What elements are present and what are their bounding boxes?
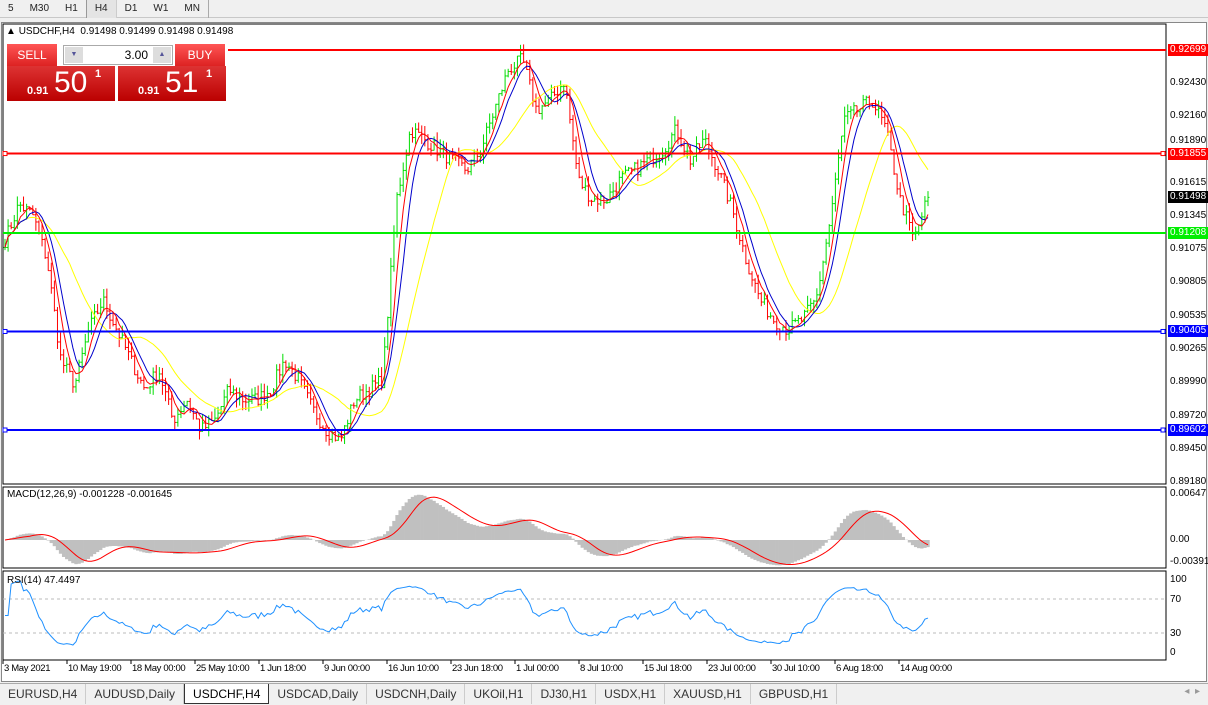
- time-axis-label: 15 Jul 18:00: [644, 663, 692, 674]
- macd-pane-border: [2, 486, 1167, 569]
- chevron-right-icon[interactable]: ▸: [1194, 686, 1200, 697]
- timeframe-w1[interactable]: W1: [153, 3, 169, 14]
- sell-price-fraction: 1: [95, 68, 102, 80]
- chart-header: ▲ USDCHF,H4 0.91498 0.91499 0.91498 0.91…: [6, 26, 234, 37]
- price-axis-label: 0.91890: [1170, 134, 1207, 146]
- price-axis-label: 0.89180: [1170, 475, 1207, 487]
- level-price-tag: 0.91208: [1168, 226, 1208, 239]
- tab-usdcnh-daily[interactable]: USDCNH,Daily: [367, 684, 466, 704]
- rsi-line: [5, 580, 929, 646]
- tab-usdchf-h4[interactable]: USDCHF,H4: [184, 684, 270, 704]
- level-handle: [2, 151, 8, 157]
- one-click-trading-panel: SELL ▼ 3.00 ▲ BUY 0.91 50 1 0.91 51 1: [7, 44, 227, 101]
- tab-scroll-arrows[interactable]: ◂ ▸: [1184, 686, 1200, 697]
- timeframe-m30[interactable]: M30: [29, 3, 50, 14]
- rsi-label: RSI(14) 47.4497: [7, 575, 81, 586]
- tab-gbpusd-h1[interactable]: GBPUSD,H1: [751, 684, 838, 704]
- macd-axis-max: 0.00647: [1170, 488, 1207, 499]
- macd-axis-zero: 0.00: [1170, 534, 1190, 545]
- decrease-lots-button[interactable]: ▼: [65, 47, 83, 63]
- tab-audusd-daily[interactable]: AUDUSD,Daily: [86, 684, 185, 704]
- buy-price-fraction: 1: [206, 68, 213, 80]
- time-axis-label: 1 Jul 00:00: [516, 663, 559, 674]
- current-price-tag: 0.91498: [1168, 191, 1208, 204]
- main-pane-border: [2, 23, 1167, 485]
- time-axis-label: 18 May 00:00: [132, 663, 186, 674]
- time-axis-label: 8 Jul 10:00: [580, 663, 623, 674]
- tab-ukoil-h1[interactable]: UKOil,H1: [465, 684, 533, 704]
- timeframe-h4[interactable]: H4: [85, 0, 117, 18]
- ma-slow-line: [4, 84, 929, 417]
- level-handle: [1160, 427, 1166, 433]
- ohlc-values: 0.91498 0.91499 0.91498 0.91498: [80, 26, 234, 37]
- sell-price-button[interactable]: 0.91 50 1: [7, 66, 115, 101]
- chart-window[interactable]: [1, 22, 1207, 682]
- buy-price-button[interactable]: 0.91 51 1: [118, 66, 226, 101]
- price-axis-label: 0.92160: [1170, 110, 1207, 122]
- time-axis-label: 1 Jun 18:00: [260, 663, 306, 674]
- sell-price-pips: 50: [54, 66, 88, 99]
- time-axis-label: 14 Aug 00:00: [900, 663, 952, 674]
- time-axis-label: 3 May 2021: [4, 663, 51, 674]
- time-axis-label: 30 Jul 10:00: [772, 663, 820, 674]
- tab-xauusd-h1[interactable]: XAUUSD,H1: [665, 684, 751, 704]
- level-price-tag: 0.89602: [1168, 424, 1208, 436]
- timeframe-h1[interactable]: H1: [65, 3, 78, 14]
- level-handle: [1160, 328, 1166, 334]
- price-axis-label: 0.91615: [1170, 177, 1207, 188]
- price-axis-label: 0.90265: [1170, 342, 1207, 354]
- timeframe-d1[interactable]: D1: [124, 3, 138, 14]
- level-handle: [2, 328, 8, 334]
- time-axis-label: 9 Jun 00:00: [324, 663, 370, 674]
- tab-dj30-h1[interactable]: DJ30,H1: [532, 684, 597, 704]
- price-axis-label: 0.89990: [1170, 376, 1207, 388]
- lot-size-stepper[interactable]: ▼ 3.00 ▲: [63, 45, 173, 65]
- time-axis-label: 16 Jun 10:00: [388, 663, 439, 674]
- level-price-tag: 0.90405: [1168, 325, 1208, 338]
- time-axis-label: 6 Aug 18:00: [836, 663, 883, 674]
- tab-usdx-h1[interactable]: USDX,H1: [596, 684, 666, 704]
- price-axis-label: 0.91345: [1170, 210, 1207, 222]
- macd-signal-line: [4, 496, 929, 566]
- timeframe-toolbar: 5 M30 H1 H4 D1 W1 MN: [0, 0, 1208, 18]
- time-axis-label: 23 Jun 18:00: [452, 663, 503, 674]
- buy-button[interactable]: BUY: [175, 44, 225, 66]
- rsi-axis-30: 30: [1170, 628, 1182, 639]
- level-handle: [2, 427, 8, 433]
- price-axis-label: 0.89720: [1170, 409, 1207, 421]
- rsi-axis-100: 100: [1170, 574, 1187, 585]
- rsi-axis-70: 70: [1170, 594, 1182, 605]
- lot-size-input[interactable]: 3.00: [124, 48, 148, 62]
- level-handle: [1160, 151, 1166, 157]
- price-axis-label: 0.91075: [1170, 243, 1207, 255]
- chart-tabs: EURUSD,H4 AUDUSD,Daily USDCHF,H4 USDCAD,…: [0, 683, 1208, 705]
- chevron-left-icon[interactable]: ◂: [1184, 686, 1190, 697]
- rsi-pane-border: [2, 570, 1167, 661]
- level-price-tag: 0.92699: [1168, 44, 1208, 56]
- rsi-axis-0: 0: [1170, 647, 1176, 658]
- timeframe-m15[interactable]: 5: [8, 3, 14, 14]
- price-axis-label: 0.89450: [1170, 442, 1207, 454]
- sell-button[interactable]: SELL: [7, 44, 57, 66]
- time-axis-label: 25 May 10:00: [196, 663, 250, 674]
- time-axis-label: 23 Jul 00:00: [708, 663, 756, 674]
- level-price-tag: 0.91855: [1168, 147, 1208, 160]
- buy-price-pips: 51: [165, 66, 199, 99]
- macd-axis-min: -0.003916: [1170, 556, 1208, 567]
- macd-label: MACD(12,26,9) -0.001228 -0.001645: [7, 489, 173, 500]
- buy-price-prefix: 0.91: [138, 85, 160, 97]
- sell-price-prefix: 0.91: [27, 85, 49, 97]
- ma-fast-line: [4, 61, 929, 438]
- timeframe-mn[interactable]: MN: [176, 0, 209, 18]
- price-axis-label: 0.92430: [1170, 77, 1207, 88]
- time-axis-label: 10 May 19:00: [68, 663, 122, 674]
- tab-eurusd-h4[interactable]: EURUSD,H4: [0, 684, 87, 704]
- symbol-title: USDCHF,H4: [18, 26, 75, 37]
- price-axis-label: 0.90805: [1170, 276, 1207, 288]
- price-axis-label: 0.90535: [1170, 309, 1207, 321]
- increase-lots-button[interactable]: ▲: [153, 47, 171, 63]
- tab-usdcad-daily[interactable]: USDCAD,Daily: [269, 684, 368, 704]
